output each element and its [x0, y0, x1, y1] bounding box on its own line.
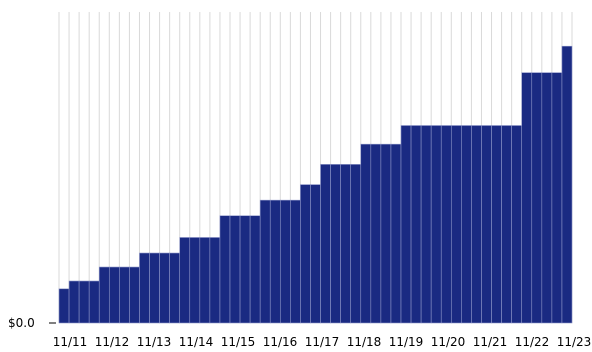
- bar: [108, 266, 120, 324]
- bar: [199, 237, 211, 324]
- x-tick-label: 11/18: [347, 335, 382, 349]
- bar: [58, 288, 70, 324]
- bar: [189, 237, 201, 324]
- bar: [511, 125, 523, 324]
- bar: [450, 125, 462, 324]
- x-tick-label: 11/19: [389, 335, 424, 349]
- x-tick-label: 11/20: [431, 335, 466, 349]
- bar: [420, 125, 432, 324]
- bar: [390, 143, 402, 324]
- bar: [330, 164, 341, 324]
- area-series: [58, 45, 573, 324]
- bar: [68, 280, 80, 324]
- bar: [370, 143, 382, 324]
- bar: [521, 72, 533, 324]
- x-tick-label: 11/12: [95, 335, 130, 349]
- bar: [159, 252, 170, 324]
- bar: [149, 252, 160, 324]
- bar: [310, 184, 321, 324]
- bar: [119, 266, 130, 324]
- bar: [290, 199, 301, 324]
- x-tick-label: 11/15: [221, 335, 256, 349]
- bar: [219, 215, 231, 324]
- bar: [461, 125, 472, 324]
- bar: [440, 125, 452, 324]
- bar: [169, 252, 181, 324]
- bar: [360, 143, 372, 324]
- bar: [531, 72, 543, 324]
- x-tick-label: 11/14: [179, 335, 214, 349]
- axes: $0.0: [8, 316, 56, 330]
- bar: [300, 184, 311, 324]
- bar: [269, 199, 281, 324]
- bar: [481, 125, 492, 324]
- x-tick-label: 11/23: [557, 335, 592, 349]
- bar: [249, 215, 261, 324]
- bar: [400, 125, 412, 324]
- bar: [259, 199, 271, 324]
- bar: [551, 72, 563, 324]
- bar: [541, 72, 553, 324]
- x-tick-label: 11/16: [263, 335, 298, 349]
- bar: [320, 164, 331, 324]
- bar: [88, 280, 100, 324]
- bar: [279, 199, 291, 324]
- x-tick-label: 11/17: [305, 335, 340, 349]
- x-tick-label: 11/22: [515, 335, 550, 349]
- bar: [209, 237, 221, 324]
- bar: [350, 164, 362, 324]
- x-tick-label: 11/11: [53, 335, 88, 349]
- x-tick-labels: 11/11 11/12 11/13 11/14 11/15 11/16 11/17 11/18…: [53, 335, 592, 349]
- bar: [129, 266, 140, 324]
- bar: [229, 215, 241, 324]
- bar: [139, 252, 150, 324]
- x-tick-label: 11/13: [137, 335, 172, 349]
- bar: [380, 143, 392, 324]
- bar: [179, 237, 191, 324]
- bar: [430, 125, 442, 324]
- bar: [410, 125, 422, 324]
- bar: [491, 125, 502, 324]
- x-tick-label: 11/21: [473, 335, 508, 349]
- bar: [98, 266, 110, 324]
- bar: [78, 280, 90, 324]
- bar: [239, 215, 251, 324]
- bar: [561, 45, 573, 324]
- bar: [501, 125, 512, 324]
- y-tick-label: $0.0: [8, 316, 35, 330]
- bar: [340, 164, 352, 324]
- bar: [471, 125, 482, 324]
